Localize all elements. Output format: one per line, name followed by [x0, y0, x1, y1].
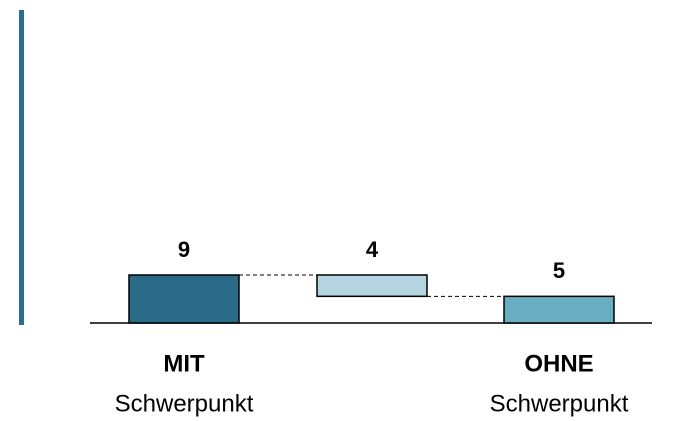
bar — [503, 295, 615, 324]
value-label: 4 — [366, 237, 379, 262]
value-label: 5 — [553, 258, 565, 283]
category-label: OHNE — [524, 350, 593, 377]
category-sublabel: Schwerpunkt — [490, 390, 629, 417]
value-label: 9 — [178, 237, 190, 262]
side-stripe — [19, 10, 24, 325]
category-sublabel: Schwerpunkt — [115, 390, 254, 417]
bar — [128, 274, 240, 324]
bar — [316, 274, 428, 298]
category-label: MIT — [163, 350, 205, 377]
